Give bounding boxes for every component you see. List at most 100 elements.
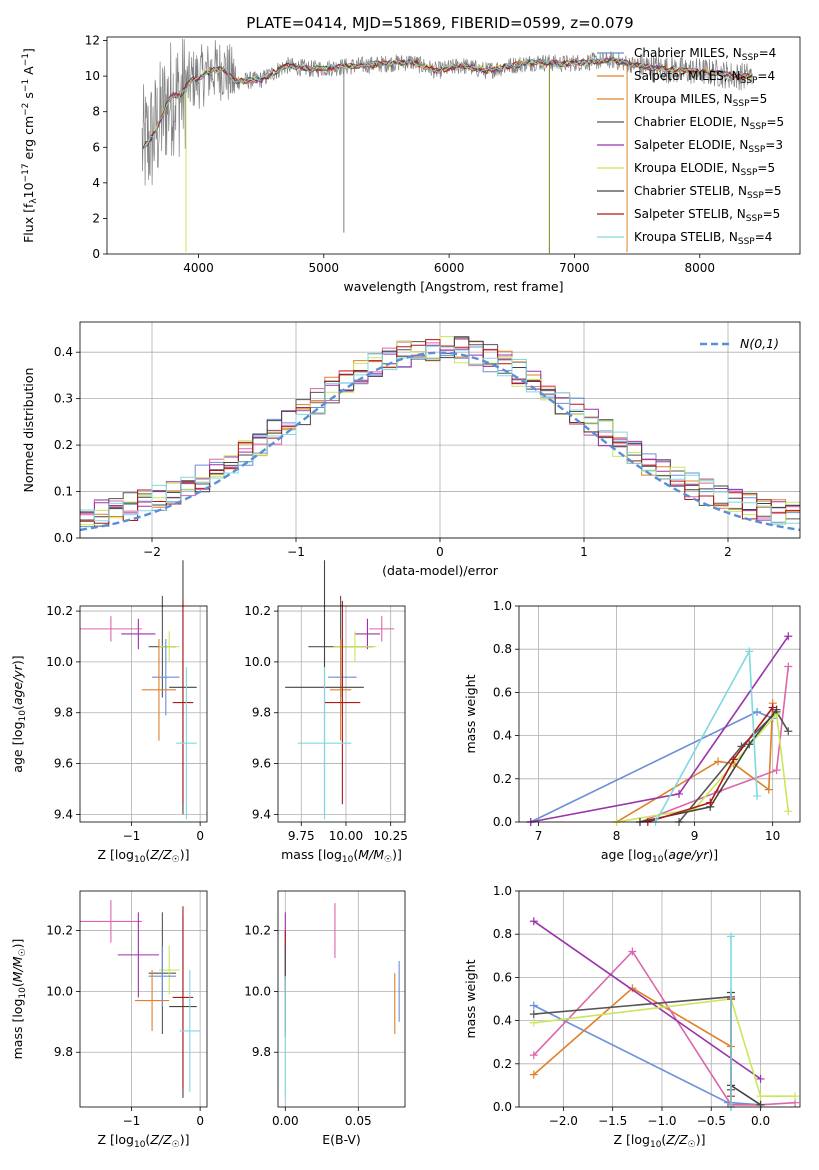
- legend-entry: Kroupa STELIB, NSSP=4: [634, 230, 772, 247]
- mass-weight-line: [639, 666, 790, 823]
- mass-weight-marker: [706, 798, 715, 807]
- x-tick-label: 5000: [309, 261, 340, 275]
- y-tick-label: 10.0: [46, 655, 73, 669]
- x-tick-label: 9: [691, 829, 699, 843]
- x-tick-label: −1: [287, 545, 305, 559]
- panel-mass-vs-z: −1 0 9.8 10.0 10.2 Z [log10(Z/Z☉)] mass [log10…: [10, 890, 208, 1150]
- panel-age-vs-mass: 9.75 10.00 10.25 9.4 9.6 9.8 10.0 10.2 mass [log…: [244, 560, 408, 865]
- x-tick-label: −1: [123, 829, 141, 843]
- grid: [80, 891, 207, 1107]
- panel-age-vs-z: −1 0 9.4 9.6 9.8 10.0 10.2 Z [log10(Z/Z☉)] age […: [10, 560, 208, 865]
- x-tick-label: 10.00: [329, 829, 363, 843]
- x-tick-label: 4000: [183, 261, 214, 275]
- mass-weight-line: [616, 712, 790, 823]
- y-axis-label: mass [log10(M/M☉)]: [10, 939, 28, 1060]
- y-tick-label: 9.8: [252, 706, 271, 720]
- spectrum-model-line: [142, 58, 753, 148]
- x-tick-label: −2: [143, 545, 161, 559]
- y-axis-label: Normed distribution: [21, 368, 36, 493]
- y-tick-label: 10.0: [244, 655, 271, 669]
- errorbar-point: [172, 600, 194, 805]
- plot-frame: [277, 605, 406, 823]
- y-tick-label: 0.4: [493, 1014, 512, 1028]
- mass-weight-line: [639, 709, 778, 823]
- y-tick-label: 9.4: [54, 807, 73, 821]
- x-tick-label: 0.05: [345, 1114, 372, 1128]
- panel-massweight-vs-age: 7 8 9 10 0.0 0.2 0.4 0.6 0.8 1.0 age [log10(age/yr…: [463, 599, 801, 865]
- x-axis-label: wavelength [Angstrom, rest frame]: [343, 279, 563, 294]
- mass-weight-marker: [756, 1092, 765, 1101]
- y-tick-label: 10.0: [244, 984, 271, 998]
- mass-weight-marker: [628, 947, 637, 956]
- gaussian-curve: [79, 351, 801, 532]
- y-tick-label: 0.0: [54, 531, 73, 545]
- x-axis-label: mass [log10(M/M☉)]: [281, 847, 402, 865]
- legend-entry: Kroupa MILES, NSSP=5: [634, 92, 767, 109]
- errorbar-point: [324, 600, 361, 805]
- y-tick-label: 0.1: [54, 485, 73, 499]
- y-tick-label: 0.0: [493, 815, 512, 829]
- plot-frame: [79, 321, 801, 539]
- mass-weight-line: [533, 987, 761, 1106]
- y-tick-label: 0.4: [493, 729, 512, 743]
- y-tick-label: 9.8: [54, 706, 73, 720]
- x-tick-label: 0: [436, 545, 444, 559]
- grid: [519, 605, 800, 823]
- errorbar-point: [297, 666, 352, 820]
- x-tick-label: 10: [765, 829, 780, 843]
- mass-weight-marker: [529, 917, 538, 926]
- y-axis-label: mass weight: [463, 674, 478, 753]
- errorbar-point: [158, 631, 180, 662]
- y-tick-label: 0.8: [493, 927, 512, 941]
- x-tick-label: 0: [196, 829, 204, 843]
- mass-weight-marker: [784, 807, 793, 816]
- plot-frame: [518, 605, 801, 823]
- errorbar-point: [80, 616, 142, 642]
- legend-entry: Chabrier MILES, NSSP=4: [634, 46, 776, 63]
- grid: [278, 606, 405, 822]
- errorbar-point: [329, 639, 352, 741]
- x-tick-label: −1: [123, 1114, 141, 1128]
- mass-weight-marker: [726, 932, 735, 941]
- x-tick-label: 0.0: [751, 1114, 770, 1128]
- y-axis-label: Flux [fλ10−17 erg cm−2 s−1 A−1]: [21, 48, 39, 243]
- errorbar-point: [117, 912, 159, 998]
- y-tick-label: 8: [92, 105, 100, 119]
- x-tick-label: 0: [196, 1114, 204, 1128]
- grid: [519, 890, 800, 1108]
- y-tick-label: 0.6: [493, 970, 512, 984]
- legend-entry: Chabrier ELODIE, NSSP=5: [634, 115, 784, 132]
- y-tick-label: 10.2: [244, 604, 271, 618]
- x-axis-label: Z [log10(Z/Z☉)]: [97, 847, 189, 865]
- x-tick-label: −1.0: [647, 1114, 676, 1128]
- y-tick-label: 0.6: [493, 685, 512, 699]
- y-tick-label: 0.3: [54, 392, 73, 406]
- legend-entry: Chabrier STELIB, NSSP=5: [634, 184, 782, 201]
- residual-histogram: [80, 336, 800, 526]
- plot-frame: [277, 890, 406, 1108]
- figure-title: PLATE=0414, MJD=51869, FIBERID=0599, z=0…: [246, 14, 633, 32]
- mass-weight-marker: [784, 662, 793, 671]
- mass-weight-marker: [745, 647, 754, 656]
- panel-mass-vs-ebv: 0.00 0.05 9.8 10.0 10.2 E(B-V): [244, 890, 406, 1147]
- mass-weight-marker: [784, 632, 793, 641]
- y-tick-label: 2: [92, 211, 100, 225]
- panel-residuals: −2 −1 0 1 2 0.0 0.1 0.2 0.3 0.4 (data-model)/error…: [21, 321, 801, 578]
- mass-weight-marker: [714, 757, 723, 766]
- mass-weight-marker: [753, 792, 762, 801]
- legend-entry: Salpeter ELODIE, NSSP=3: [634, 138, 783, 155]
- errorbar-point: [176, 666, 197, 820]
- x-axis-label: Z [log10(Z/Z☉)]: [613, 1132, 705, 1150]
- mass-weight-marker: [729, 755, 738, 764]
- y-axis-label: age [log10(age/yr)]: [10, 655, 28, 772]
- x-tick-label: 2: [724, 545, 732, 559]
- gaussian-legend-label: N(0,1): [740, 336, 779, 351]
- y-tick-label: 0.0: [493, 1100, 512, 1114]
- y-tick-label: 0.4: [54, 345, 73, 359]
- y-tick-label: 9.6: [252, 757, 271, 771]
- y-tick-label: 6: [92, 140, 100, 154]
- residual-histogram: [80, 339, 800, 524]
- grid: [278, 891, 405, 1107]
- y-tick-label: 9.8: [54, 1045, 73, 1059]
